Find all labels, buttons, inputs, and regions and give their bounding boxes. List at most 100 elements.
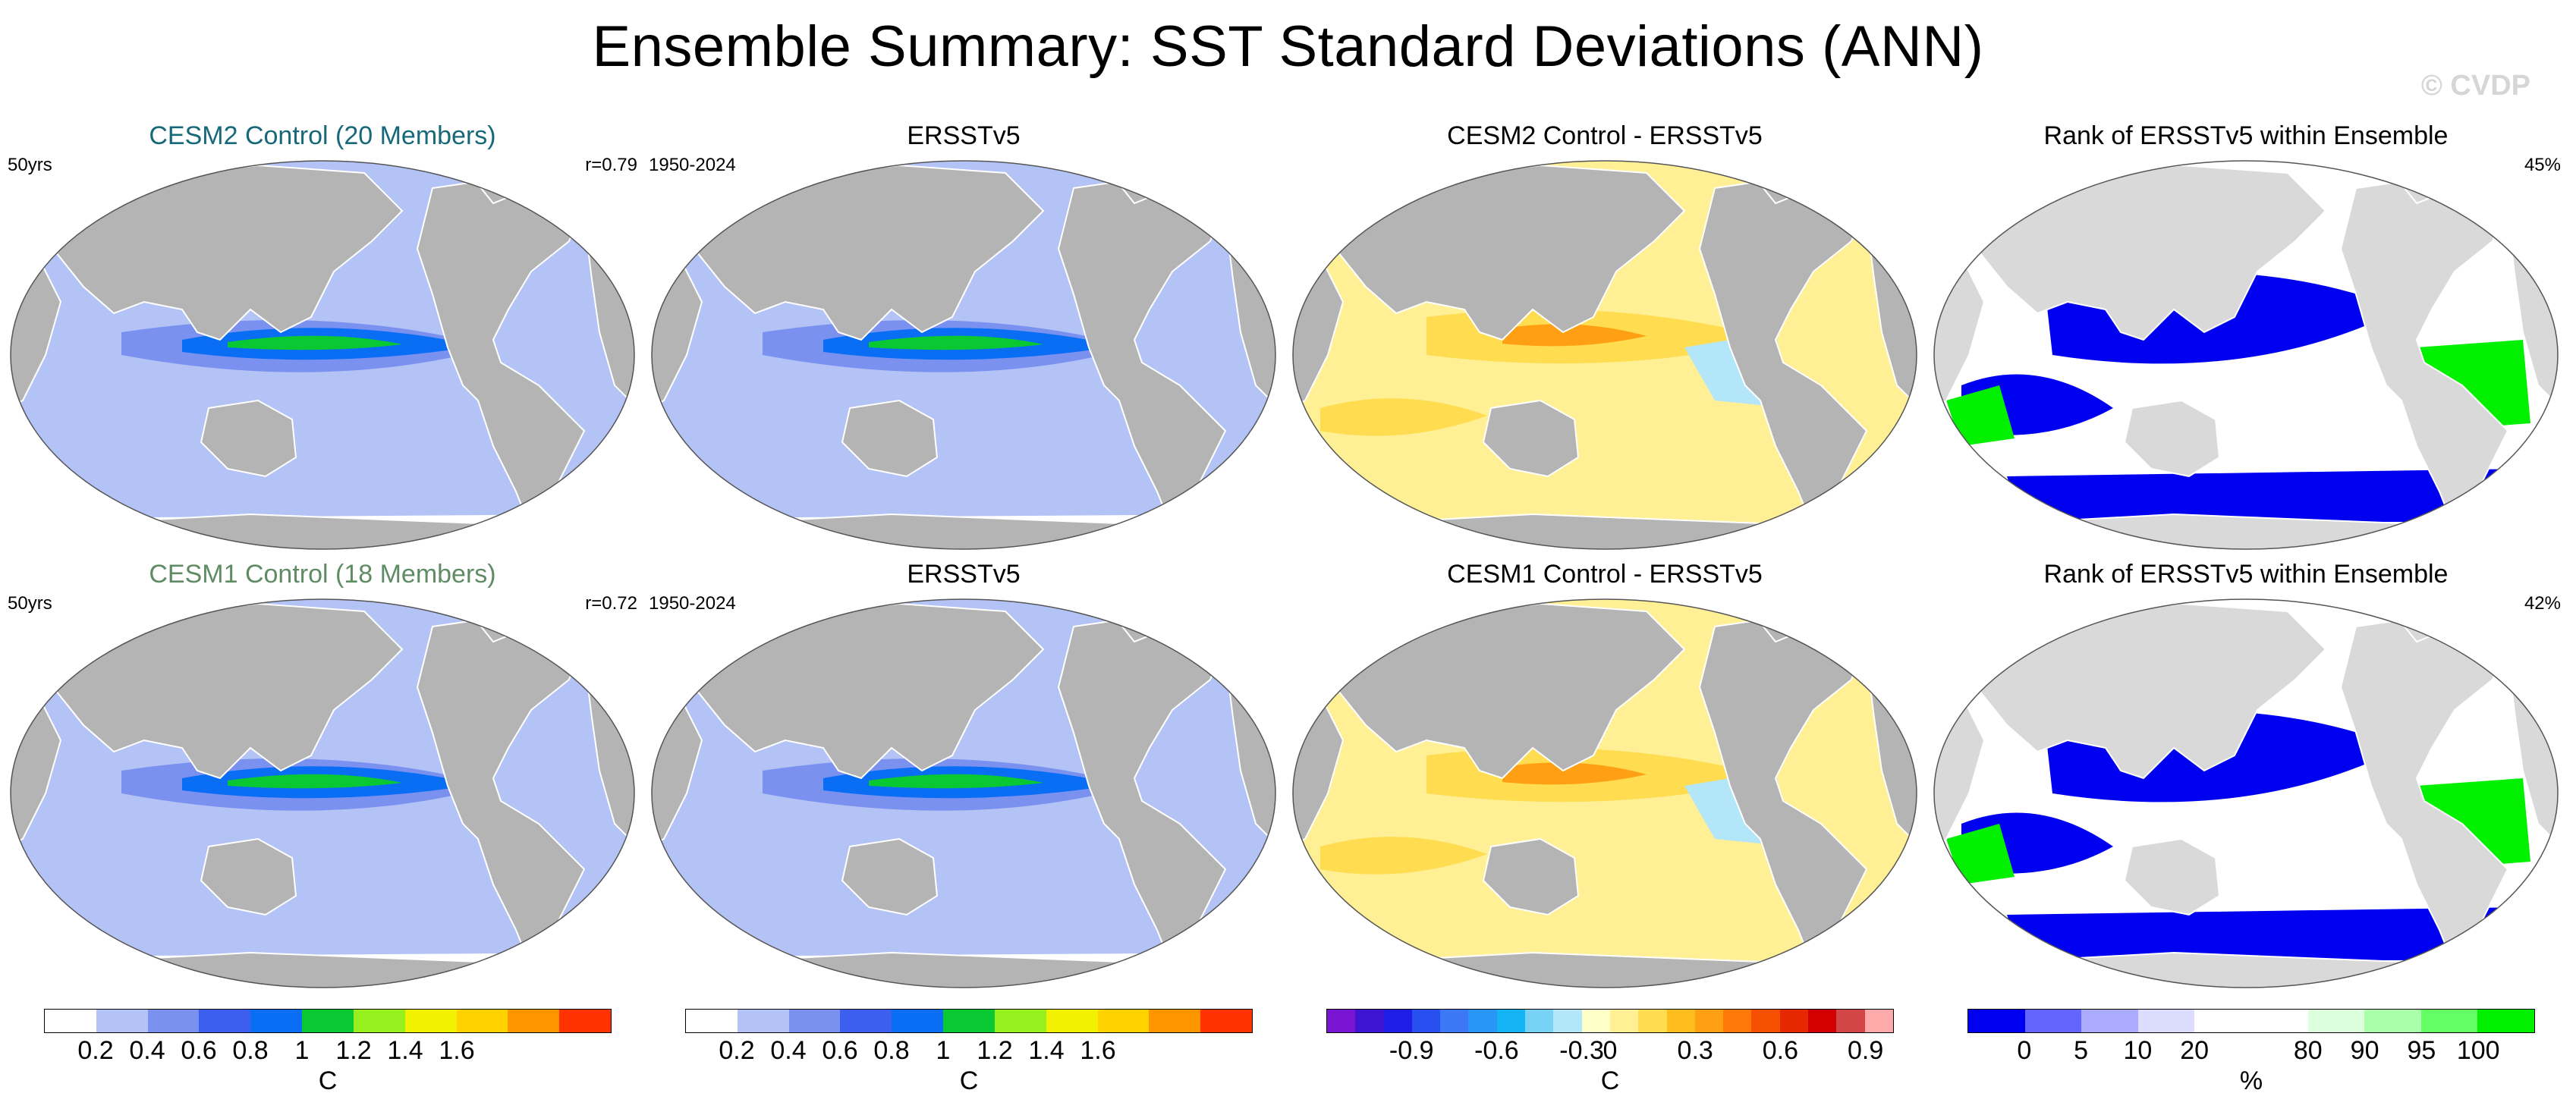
colorbar-tick-labels: 0.2 0.4 0.6 0.8 1 1.2 1.4 1.6 — [685, 1033, 1253, 1066]
colorbar-swatch — [508, 1010, 560, 1032]
colorbar-tick-label: 5 — [2074, 1036, 2089, 1065]
colorbar-swatches — [1326, 1009, 1894, 1033]
colorbar-swatch — [1751, 1010, 1780, 1032]
colorbar-swatch — [892, 1010, 944, 1032]
colorbar-tick-label: -0.6 — [1474, 1036, 1519, 1065]
world-map — [10, 160, 635, 550]
colorbar-swatch — [1638, 1010, 1667, 1032]
colorbar-swatch — [250, 1010, 303, 1032]
panel-title: CESM1 Control - ERSSTv5 — [1447, 560, 1763, 589]
colorbar-swatch — [1383, 1010, 1412, 1032]
colorbar-swatch — [1468, 1010, 1497, 1032]
colorbar-swatch — [1496, 1010, 1526, 1032]
colorbar-swatch — [2420, 1010, 2478, 1032]
map-panel: ERSSTv5 1950-2024 — [649, 560, 1279, 1007]
colorbar-swatch — [2137, 1010, 2195, 1032]
land-asia — [1976, 602, 2327, 780]
enso-band-peak — [228, 774, 402, 789]
colorbar-swatch — [2194, 1010, 2251, 1032]
colorbar-tick-label: -0.3 — [1559, 1036, 1604, 1065]
land-americas — [416, 171, 586, 532]
map-panel: CESM1 Control (18 Members) 50yrs r=0.72 — [8, 560, 637, 1007]
land-australia — [1482, 399, 1580, 478]
colorbar-diff: -0.9 -0.6 -0.3 0 0.3 0.6 0.9 C — [1326, 1009, 1894, 1096]
colorbar-swatch — [96, 1010, 148, 1032]
colorbar-std: 0.2 0.4 0.6 0.8 1 1.2 1.4 1.6 C — [685, 1009, 1253, 1096]
colorbar-swatches — [44, 1009, 612, 1033]
colorbar-tick-label: 1 — [936, 1036, 951, 1065]
panel-title: CESM2 Control - ERSSTv5 — [1447, 121, 1763, 150]
land-australia — [2123, 399, 2221, 478]
land-americas — [2339, 610, 2509, 970]
map-panel: CESM2 Control (20 Members) 50yrs r=0.79 — [8, 121, 637, 569]
diff-warm-pool — [1502, 762, 1647, 785]
colorbar-swatch — [353, 1010, 405, 1032]
land-asia — [52, 164, 404, 341]
colorbar-swatch — [1581, 1010, 1610, 1032]
enso-band-peak — [228, 335, 402, 350]
colorbar-swatch — [1200, 1010, 1252, 1032]
land-asia — [1335, 602, 1686, 780]
colorbar-swatch — [302, 1010, 354, 1032]
map-outline — [1933, 160, 2559, 550]
colorbar-tick-label: 95 — [2407, 1036, 2436, 1065]
world-map — [1292, 598, 1917, 988]
panel-title: Rank of ERSSTv5 within Ensemble — [2043, 560, 2449, 589]
figure-title: Ensemble Summary: SST Standard Deviation… — [592, 14, 1984, 79]
colorbar-tick-labels: 0.2 0.4 0.6 0.8 1 1.2 1.4 1.6 — [44, 1033, 612, 1066]
map-outline — [10, 598, 635, 988]
colorbar-swatch — [737, 1010, 789, 1032]
colorbar-swatch — [1149, 1010, 1201, 1032]
world-map — [1292, 160, 1917, 550]
colorbar-tick-label: 0.8 — [232, 1036, 269, 1065]
colorbar-tick-label: 0.6 — [822, 1036, 858, 1065]
panel-right-label: 45% — [2524, 155, 2561, 175]
colorbar-swatch — [2477, 1010, 2534, 1032]
colorbar-tick-label: 0.4 — [129, 1036, 165, 1065]
colorbar-swatch — [1553, 1010, 1582, 1032]
world-map — [1933, 598, 2559, 988]
land-asia — [1335, 164, 1686, 341]
panel-title: Rank of ERSSTv5 within Ensemble — [2043, 121, 2449, 150]
panel-title: CESM1 Control (18 Members) — [149, 560, 496, 589]
colorbar-tick-label: 1 — [294, 1036, 310, 1065]
colorbar-swatch — [2024, 1010, 2082, 1032]
colorbar-swatch — [1440, 1010, 1469, 1032]
map-panel: Rank of ERSSTv5 within Ensemble 42% — [1931, 560, 2561, 1007]
rank-low-southern — [2007, 469, 2523, 522]
land-australia — [841, 837, 939, 916]
colorbar-unit: C — [959, 1066, 979, 1095]
colorbar-swatch — [2364, 1010, 2421, 1032]
colorbar-std: 0.2 0.4 0.6 0.8 1 1.2 1.4 1.6 C — [44, 1009, 612, 1096]
diff-warm-pool — [1502, 324, 1647, 347]
panel-right-label: 42% — [2524, 593, 2561, 614]
land-australia — [200, 837, 297, 916]
colorbar-swatch — [1327, 1010, 1356, 1032]
colorbar-tick-label: 1.6 — [439, 1036, 475, 1065]
colorbar-swatch — [1609, 1010, 1639, 1032]
colorbar-tick-label: 20 — [2180, 1036, 2210, 1065]
colorbar-unit: % — [2239, 1066, 2263, 1095]
land-asia — [1976, 164, 2327, 341]
panel-left-label: 50yrs — [8, 593, 52, 614]
colorbar-unit: C — [1600, 1066, 1620, 1095]
colorbar-swatch — [994, 1010, 1046, 1032]
colorbar-tick-label: 1.4 — [1028, 1036, 1065, 1065]
colorbar-tick-label: 100 — [2456, 1036, 2500, 1065]
land-americas — [416, 610, 586, 970]
colorbar-swatch — [2250, 1010, 2308, 1032]
colorbar-swatch — [456, 1010, 508, 1032]
colorbar-tick-labels: -0.9 -0.6 -0.3 0 0.3 0.6 0.9 — [1326, 1033, 1894, 1066]
rank-high-west — [1946, 824, 2015, 884]
land-asia — [694, 602, 1045, 780]
colorbar-tick-label: 0.6 — [181, 1036, 217, 1065]
colorbar-swatch — [1864, 1010, 1893, 1032]
map-panel: Rank of ERSSTv5 within Ensemble 45% — [1931, 121, 2561, 569]
land-australia — [1482, 837, 1580, 916]
diff-indian — [1320, 398, 1487, 436]
world-map — [651, 160, 1276, 550]
colorbar-tick-label: 1.2 — [977, 1036, 1013, 1065]
colorbar-tick-label: 10 — [2123, 1036, 2153, 1065]
map-panel: CESM2 Control - ERSSTv5 — [1290, 121, 1920, 569]
land-americas — [1057, 171, 1227, 532]
